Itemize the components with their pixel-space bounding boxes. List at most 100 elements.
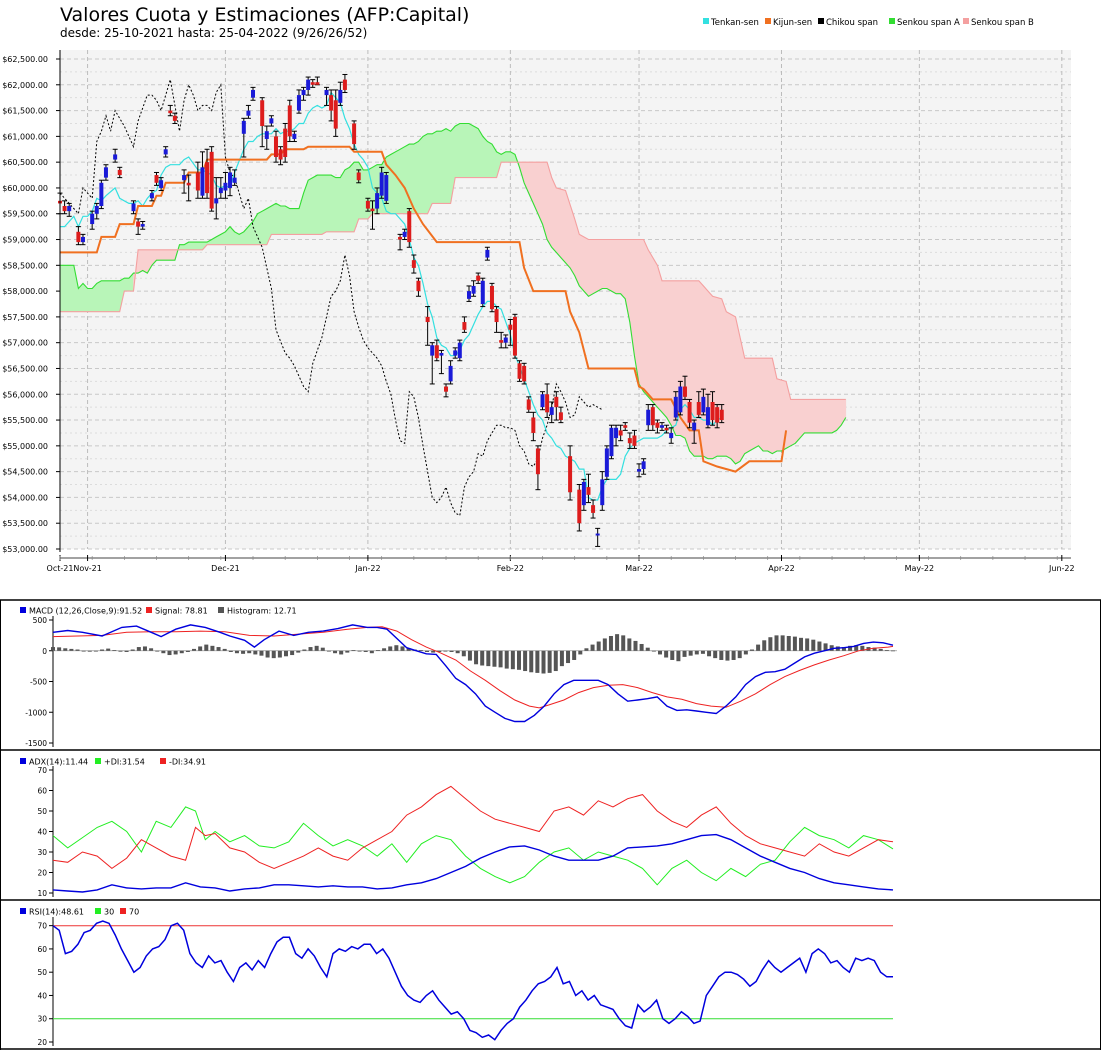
macd-histogram-bar [547,650,552,673]
macd-histogram-bar [553,650,558,672]
cloud-segment [597,239,603,292]
x-tick-label: Jun-22 [1048,564,1075,573]
macd-histogram-bar [578,650,583,655]
macd-histogram-bar [854,645,859,651]
legend-swatch [889,18,895,24]
cloud-segment [160,249,166,261]
candle-body [182,175,187,181]
candle-body [131,203,136,212]
macd-histogram-bar [400,646,405,651]
y-tick-label: $60,500.00 [2,158,48,167]
panel-y-tick-label: 500 [33,616,48,625]
macd-histogram-bar [737,650,742,659]
x-tick-label: Feb-22 [497,564,524,573]
candle-body [402,231,407,237]
y-tick-label: $62,500.00 [2,55,48,64]
candle-body [292,133,297,139]
cloud-segment [312,174,318,235]
candle-body [241,120,246,134]
cloud-segment [560,188,566,264]
y-tick-label: $53,500.00 [2,519,48,528]
candle-body [719,409,724,421]
macd-histogram-bar [118,650,123,652]
macd-histogram-bar [749,649,754,651]
x-tick-label: Dec-21 [211,564,240,573]
macd-histogram-bar [492,650,497,667]
cloud-segment [137,249,143,274]
candle-body [558,412,563,421]
candle-body [228,172,233,188]
macd-histogram-bar [688,650,693,656]
candle-body [333,100,338,129]
cloud-segment [804,399,810,434]
macd-histogram-bar [431,650,436,653]
macd-histogram-bar [357,650,362,652]
legend-swatch [765,18,771,24]
macd-histogram-bar [234,650,239,654]
macd-histogram-bar [504,650,509,669]
candle-body [186,182,191,186]
y-tick-label: $60,000.00 [2,184,48,193]
cloud-segment [703,285,709,460]
macd-histogram-bar [829,645,834,651]
macd-histogram-bar [418,650,423,651]
candle-body [67,206,72,212]
macd-histogram-bar [406,648,411,651]
macd-histogram-bar [860,645,865,651]
macd-histogram-bar [707,650,712,657]
macd-histogram-bar [210,645,215,651]
candle-body [646,409,651,426]
rsi-panel: 70 60 50 40 30 20 RSI(14):48.61 30 70 [20,908,893,1047]
candle-body [499,340,504,343]
cloud-segment [643,239,649,398]
macd-histogram-bar [87,650,92,652]
macd-histogram-bar [228,650,233,652]
panel-y-tick-label: 30 [37,1015,47,1024]
cloud-segment [193,241,199,251]
macd-histogram-bar [535,650,540,673]
macd-histogram-bar [142,646,147,651]
cloud-segment [344,166,350,233]
macd-histogram-bar [676,650,681,662]
macd-histogram-bar [467,650,472,661]
macd-histogram-bar [811,639,816,651]
cloud-segment [657,265,663,414]
macd-histogram-bar [204,644,209,651]
cloud-segment [725,311,732,460]
cloud-segment [647,248,654,403]
cloud-segment [615,239,621,295]
cloud-segment [101,280,107,313]
cloud-segment [744,357,750,455]
cloud-segment [422,133,428,214]
cloud-segment [445,128,451,204]
panel-legend-label: Signal: 78.81 [155,607,208,616]
adx-line [52,833,894,893]
candle-body [669,432,674,439]
cloud-segment [735,316,741,465]
candle-body [356,172,361,181]
cloud-segment [326,174,332,233]
macd-histogram-bar [633,640,638,651]
candle-body [411,260,416,268]
macd-histogram-bar [185,650,190,652]
candle-body [660,425,665,428]
macd-histogram-bar [173,650,178,655]
y-tick-label: $54,000.00 [2,493,48,502]
macd-histogram-bar [805,638,810,651]
cloud-segment [666,280,672,427]
candle-body [251,89,256,98]
cloud-segment [124,277,130,292]
chart-subtitle: desde: 25-10-2021 hasta: 25-04-2022 (9/2… [60,26,367,40]
candle-body [90,213,95,225]
macd-histogram-bar [375,650,380,651]
macd-histogram-bar [167,650,172,656]
candle-body [94,206,99,214]
cloud-segment [271,202,277,235]
chart-title: Valores Cuota y Estimaciones (AFP:Capita… [60,4,469,26]
cloud-segment [64,264,70,313]
macd-histogram-bar [57,647,62,651]
cloud-segment [142,249,148,274]
cloud-segment [404,143,410,214]
cloud-segment [487,140,493,178]
candle-body [627,438,632,444]
